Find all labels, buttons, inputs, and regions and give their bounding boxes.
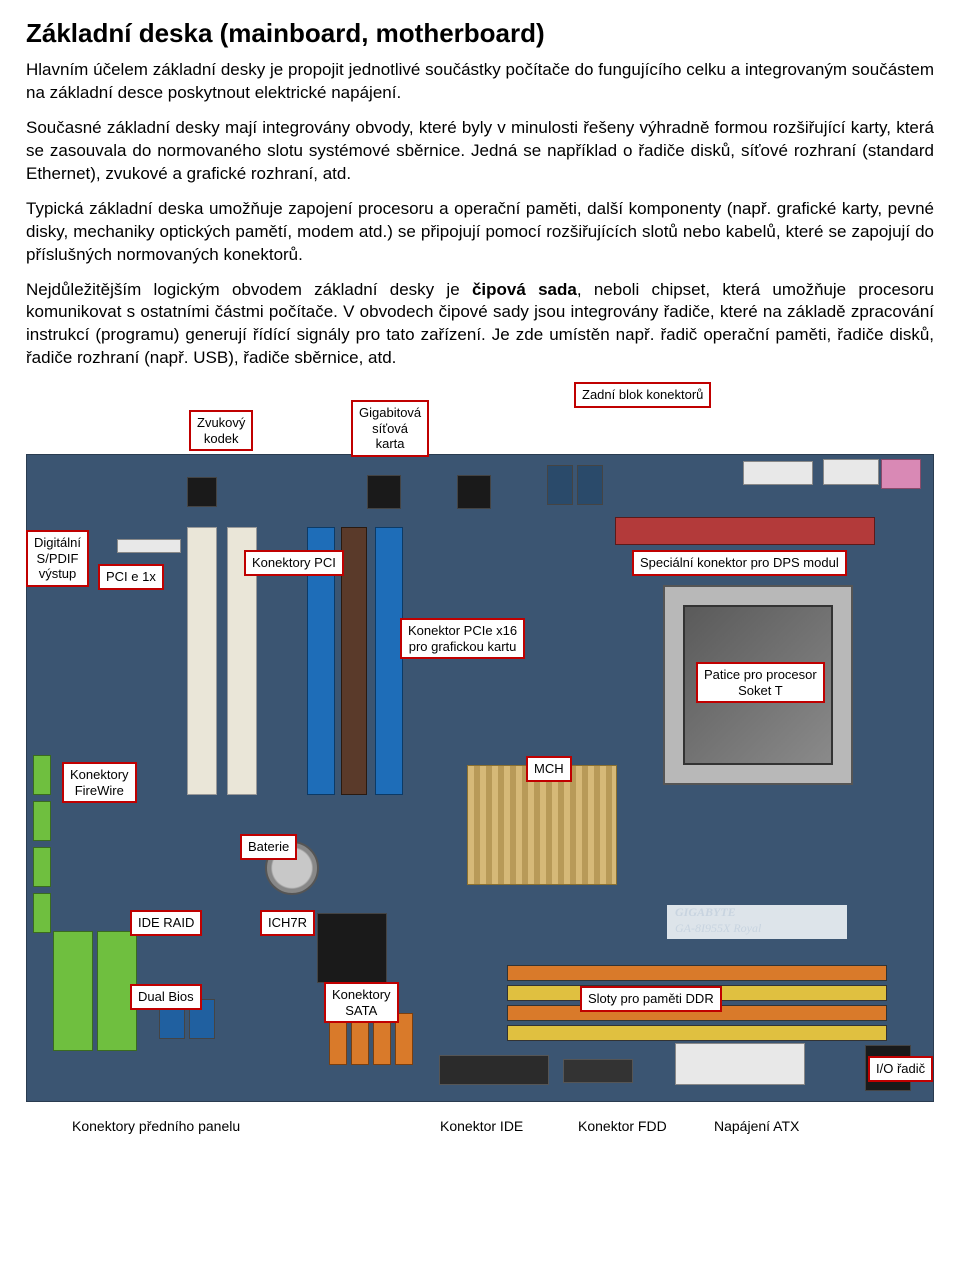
label-mch: MCH — [526, 756, 572, 782]
label-sloty-ddr: Sloty pro paměti DDR — [580, 986, 722, 1012]
caption-napajeni-atx: Napájení ATX — [714, 1118, 799, 1134]
page-title: Základní deska (mainboard, motherboard) — [26, 18, 934, 49]
label-firewire: Konektory FireWire — [62, 762, 137, 803]
paragraph-1: Hlavním účelem základní desky je propoji… — [26, 59, 934, 105]
motherboard-diagram: Zadní blok konektorů Zvukový kodek Gigab… — [26, 382, 934, 1142]
paragraph-4: Nejdůležitějším logickým obvodem základn… — [26, 279, 934, 371]
caption-konektory-predniho: Konektory předního panelu — [72, 1118, 240, 1134]
caption-konektor-ide: Konektor IDE — [440, 1118, 523, 1134]
label-zadni-blok: Zadní blok konektorů — [574, 382, 711, 408]
p4-bold: čipová sada — [472, 280, 577, 299]
board-brand: GIGABYTE — [675, 905, 736, 920]
label-patice: Patice pro procesor Soket T — [696, 662, 825, 703]
paragraph-3: Typická základní deska umožňuje zapojení… — [26, 198, 934, 267]
label-special-dps: Speciální konektor pro DPS modul — [632, 550, 847, 576]
label-pcie1x: PCI e 1x — [98, 564, 164, 590]
label-gigabit: Gigabitová síťová karta — [351, 400, 429, 457]
label-konektory-pci: Konektory PCI — [244, 550, 344, 576]
label-ide-raid: IDE RAID — [130, 910, 202, 936]
label-baterie: Baterie — [240, 834, 297, 860]
label-ich7r: ICH7R — [260, 910, 315, 936]
label-zvukovy-kodek: Zvukový kodek — [189, 410, 253, 451]
label-io-radic: I/O řadič — [868, 1056, 933, 1082]
caption-konektor-fdd: Konektor FDD — [578, 1118, 667, 1134]
label-dual-bios: Dual Bios — [130, 984, 202, 1010]
board-model: GA-8I955X Royal — [675, 921, 761, 936]
label-konektory-sata: Konektory SATA — [324, 982, 399, 1023]
label-spdif: Digitální S/PDIF výstup — [26, 530, 89, 587]
p4-a: Nejdůležitějším logickým obvodem základn… — [26, 280, 472, 299]
paragraph-2: Současné základní desky mají integrovány… — [26, 117, 934, 186]
label-pcie-x16: Konektor PCIe x16 pro grafickou kartu — [400, 618, 525, 659]
